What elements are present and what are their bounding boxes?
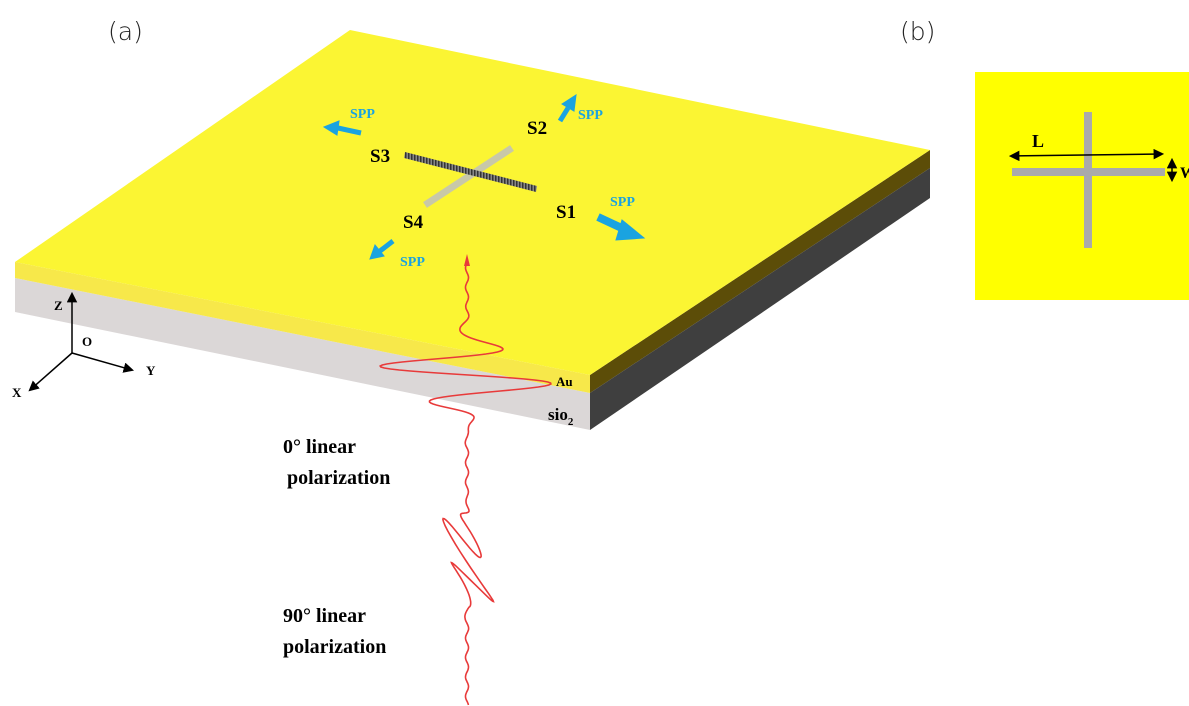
axes [28, 291, 135, 392]
sio2-side [590, 168, 930, 430]
light-wave [379, 261, 552, 706]
polarization-label: 90° linear [283, 605, 366, 627]
axis-label: O [82, 334, 92, 349]
inset-bar [1084, 112, 1092, 248]
axis-label: Y [146, 363, 156, 378]
sio2-layer [15, 278, 590, 430]
spp-label: SPP [400, 255, 425, 270]
length-arrow [1008, 148, 1165, 162]
panel-label: (a) [108, 17, 143, 46]
spp-arrows [322, 94, 646, 260]
inset-bar [1012, 168, 1165, 176]
slit-label: S1 [556, 202, 576, 223]
length-label: L [1032, 131, 1044, 151]
wave-arrow [464, 254, 470, 266]
spp-label: SPP [610, 195, 635, 210]
width-label: W [1180, 165, 1189, 182]
polarization-label: polarization [283, 636, 386, 658]
axis-label: X [12, 385, 22, 400]
axis-label: Z [54, 298, 63, 313]
sio2-base: sio [548, 405, 568, 424]
slit-bar [423, 145, 514, 208]
slit-label: S2 [527, 118, 547, 139]
au-top [15, 30, 930, 375]
polarization-label: 0° linear [283, 436, 356, 458]
sio2-sub: 2 [568, 416, 574, 428]
au-layer [15, 262, 590, 393]
panel-label: (b) [900, 17, 935, 46]
slit-label: S3 [370, 146, 390, 167]
sio2-label: sio2 [548, 405, 574, 428]
inset-background [975, 72, 1189, 300]
polarization-label: polarization [287, 467, 390, 489]
spp-label: SPP [350, 107, 375, 122]
au-side [590, 150, 930, 393]
slit-label: S4 [403, 212, 424, 233]
grating-bar [404, 152, 537, 192]
au-label: Au [556, 374, 573, 389]
spp-label: SPP [578, 108, 603, 123]
